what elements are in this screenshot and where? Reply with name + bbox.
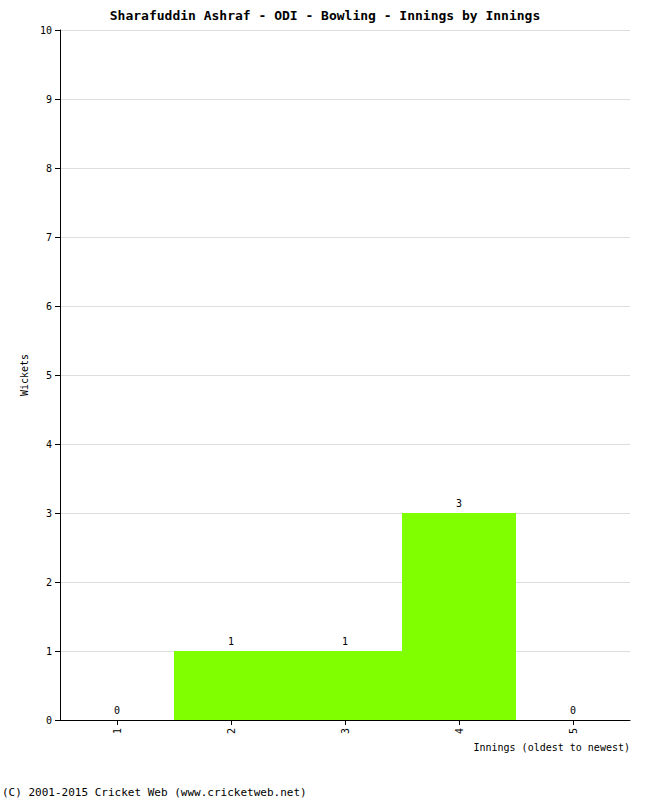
svg-text:3: 3	[456, 498, 462, 509]
svg-text:4: 4	[454, 728, 465, 734]
svg-text:0: 0	[114, 705, 120, 716]
svg-text:9: 9	[46, 94, 52, 105]
svg-text:Innings (oldest to newest): Innings (oldest to newest)	[473, 742, 630, 753]
svg-text:3: 3	[46, 508, 52, 519]
svg-text:10: 10	[40, 25, 52, 36]
svg-text:2: 2	[46, 577, 52, 588]
svg-text:Sharafuddin Ashraf - ODI - Bow: Sharafuddin Ashraf - ODI - Bowling - Inn…	[110, 8, 540, 23]
svg-text:8: 8	[46, 163, 52, 174]
svg-text:1: 1	[342, 636, 348, 647]
svg-text:1: 1	[228, 636, 234, 647]
svg-text:5: 5	[568, 728, 579, 734]
svg-text:5: 5	[46, 370, 52, 381]
svg-text:0: 0	[570, 705, 576, 716]
svg-text:0: 0	[46, 715, 52, 726]
svg-text:2: 2	[226, 728, 237, 734]
svg-text:7: 7	[46, 232, 52, 243]
svg-text:6: 6	[46, 301, 52, 312]
svg-text:(C) 2001-2015 Cricket Web (www: (C) 2001-2015 Cricket Web (www.cricketwe…	[2, 786, 307, 799]
svg-text:4: 4	[46, 439, 52, 450]
svg-text:1: 1	[112, 728, 123, 734]
svg-text:1: 1	[46, 646, 52, 657]
svg-text:Wickets: Wickets	[19, 354, 30, 396]
svg-text:3: 3	[340, 728, 351, 734]
